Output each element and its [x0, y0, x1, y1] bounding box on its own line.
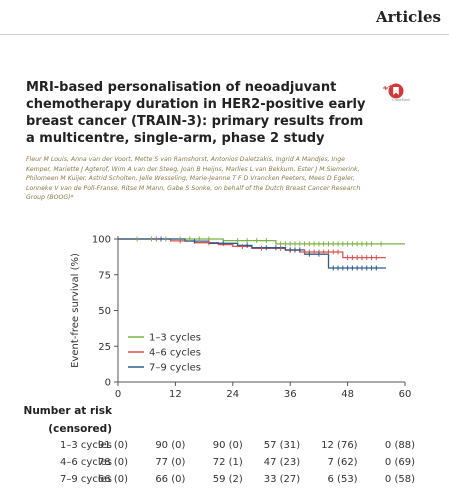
risk-cell: 91 (0): [97, 440, 128, 451]
risk-cell: 0 (69): [384, 457, 415, 468]
risk-table-title: Number at risk: [23, 405, 112, 417]
chart-axes: 0 25 50 75 100 0 12 24 36 48 60 Event-free survival…: [70, 235, 411, 401]
crossmark-label: CrossMark: [392, 98, 411, 102]
section-label: Articles: [376, 8, 441, 26]
legend-label: 7–9 cycles: [149, 363, 201, 374]
x-tick-label: 60: [399, 389, 412, 400]
risk-row-label: 4–6 cycles: [60, 457, 112, 468]
risk-cell: 77 (0): [155, 457, 186, 468]
risk-table-subtitle: (censored): [48, 423, 112, 435]
x-tick-label: 12: [169, 389, 182, 400]
risk-cell: 12 (76): [321, 440, 358, 451]
risk-cell: 0 (88): [384, 440, 415, 451]
risk-cell: 33 (27): [263, 474, 301, 485]
risk-cell: 66 (0): [155, 474, 186, 485]
risk-cell: 0 (58): [384, 474, 415, 485]
author-list: Fleur M Louis, Anna van der Voort, Mette…: [26, 156, 361, 201]
survival-curve-1: [118, 238, 405, 245]
chart-legend: 1–3 cycles 4–6 cycles 7–9 cycles: [128, 333, 201, 374]
article-title: MRI-based personalisation of neoadjuvant…: [26, 80, 366, 146]
y-tick-label: 0: [105, 378, 111, 389]
y-tick-label: 25: [98, 342, 111, 353]
risk-cell: 90 (0): [212, 440, 243, 451]
legend-label: 1–3 cycles: [149, 333, 201, 344]
risk-cell: 78 (0): [97, 457, 128, 468]
survival-curve-3: [118, 238, 386, 269]
risk-row-label: 7–9 cycles: [60, 474, 112, 485]
x-tick-label: 36: [284, 389, 297, 400]
x-tick-label: 48: [341, 389, 354, 400]
risk-cell: 66 (0): [97, 474, 128, 485]
x-tick-label: 24: [226, 389, 239, 400]
risk-cell: 7 (62): [327, 457, 358, 468]
y-tick-label: 100: [92, 235, 111, 246]
risk-cell: 57 (31): [263, 440, 301, 451]
legend-label: 4–6 cycles: [149, 348, 201, 359]
header-rule: [0, 34, 449, 35]
risk-cell: 6 (53): [327, 474, 358, 485]
risk-cell: 72 (1): [212, 457, 243, 468]
risk-cell: 47 (23): [263, 457, 301, 468]
y-tick-label: 50: [98, 306, 111, 317]
risk-cell: 90 (0): [155, 440, 186, 451]
y-axis-label: Event-free survival (%): [70, 253, 81, 368]
risk-row-label: 1–3 cycles: [60, 440, 112, 451]
crossmark-icon[interactable]: [376, 80, 410, 110]
censor-marks: [136, 236, 382, 271]
x-tick-label: 0: [115, 389, 121, 400]
risk-cell: 59 (2): [212, 474, 243, 485]
y-tick-label: 75: [98, 270, 111, 281]
